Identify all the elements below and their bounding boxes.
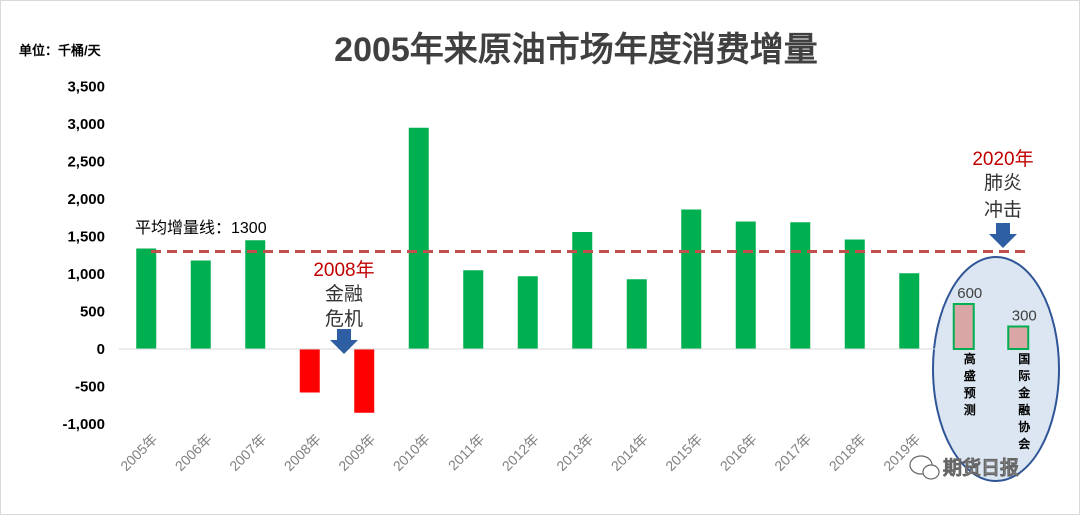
bar-2018年	[844, 239, 865, 349]
y-tick-label: 3,500	[67, 79, 105, 96]
bar-2006年	[190, 260, 211, 349]
bar-2008年	[299, 349, 320, 393]
y-tick-label: -500	[75, 379, 105, 396]
x-tick-label: 2016年	[717, 431, 760, 474]
average-line-group: 平均增量线：1300	[135, 219, 1031, 253]
wechat-icon-bubble	[922, 464, 940, 480]
x-tick-label: 2005年	[117, 431, 160, 474]
forecast-source-label: 国际金融协会	[1017, 352, 1031, 451]
x-tick-label: 2008年	[281, 431, 324, 474]
x-tick-label: 2014年	[608, 431, 651, 474]
bar-2012年	[517, 276, 538, 349]
x-tick-label: 2011年	[445, 431, 488, 474]
x-tick-label: 2010年	[390, 431, 433, 474]
x-tick-label: 2006年	[172, 431, 215, 474]
bar-2005年	[136, 248, 157, 349]
event-year-label: 2020年	[972, 148, 1033, 170]
event-year-label: 2008年	[313, 259, 374, 281]
y-tick-label: 3,000	[67, 116, 105, 133]
event-text-label: 金融	[325, 283, 363, 305]
x-tick-label: 2009年	[335, 431, 378, 474]
y-tick-label: 500	[80, 304, 105, 321]
bar-2013年	[572, 232, 593, 349]
x-tick-label: 2013年	[553, 431, 596, 474]
forecast-source-label: 高盛预测	[964, 351, 976, 417]
x-tick-label: 2012年	[499, 431, 542, 474]
bar-2017年	[790, 222, 811, 349]
chart-title: 2005年来原油市场年度消费增量	[334, 30, 818, 69]
event-text-label: 冲击	[984, 199, 1022, 221]
bar-2015年	[681, 209, 702, 349]
bar-2016年	[735, 221, 756, 349]
bar-2011年	[463, 270, 484, 349]
watermark: 期货日报	[909, 455, 1019, 480]
x-tick-label: 2007年	[226, 431, 269, 474]
y-tick-label: 2,500	[67, 154, 105, 171]
event-text-label: 肺炎	[984, 172, 1022, 194]
forecast-highlight	[932, 256, 1060, 482]
down-arrow-icon	[989, 223, 1017, 248]
bar-2007年	[245, 240, 266, 349]
bar-2019年	[899, 273, 920, 349]
average-line-label: 平均增量线：1300	[135, 219, 267, 237]
y-tick-label: 1,500	[67, 229, 105, 246]
y-tick-label: 2,000	[67, 191, 105, 208]
bar-2020年	[952, 303, 975, 350]
down-arrow-icon	[330, 329, 358, 354]
y-tick-label: -1,000	[62, 416, 105, 433]
data-label: 300	[1012, 308, 1037, 325]
x-axis: 2005年 2006年 2007年 2008年 2009年 2010年 2011年 2012年…	[117, 431, 923, 474]
bar-2020年	[1007, 325, 1030, 350]
bars	[119, 127, 1030, 413]
bar-2009年	[354, 349, 375, 413]
y-tick-label: 0	[97, 341, 105, 358]
y-axis: -1,000 -500 0 500 1,000 1,500 2,000 2,500 3,000 3…	[62, 79, 105, 434]
watermark-text: 期货日报	[943, 456, 1019, 479]
bar-2014年	[626, 279, 647, 349]
bar-2010年	[408, 127, 429, 349]
y-tick-label: 1,000	[67, 266, 105, 283]
x-tick-label: 2015年	[662, 431, 705, 474]
x-tick-label: 2018年	[826, 431, 869, 474]
data-label: 600	[957, 285, 982, 302]
unit-label: 单位：千桶/天	[19, 43, 102, 58]
x-tick-label: 2017年	[771, 431, 814, 474]
forecast-ellipse	[932, 256, 1060, 482]
event-text-label: 危机	[325, 308, 363, 330]
